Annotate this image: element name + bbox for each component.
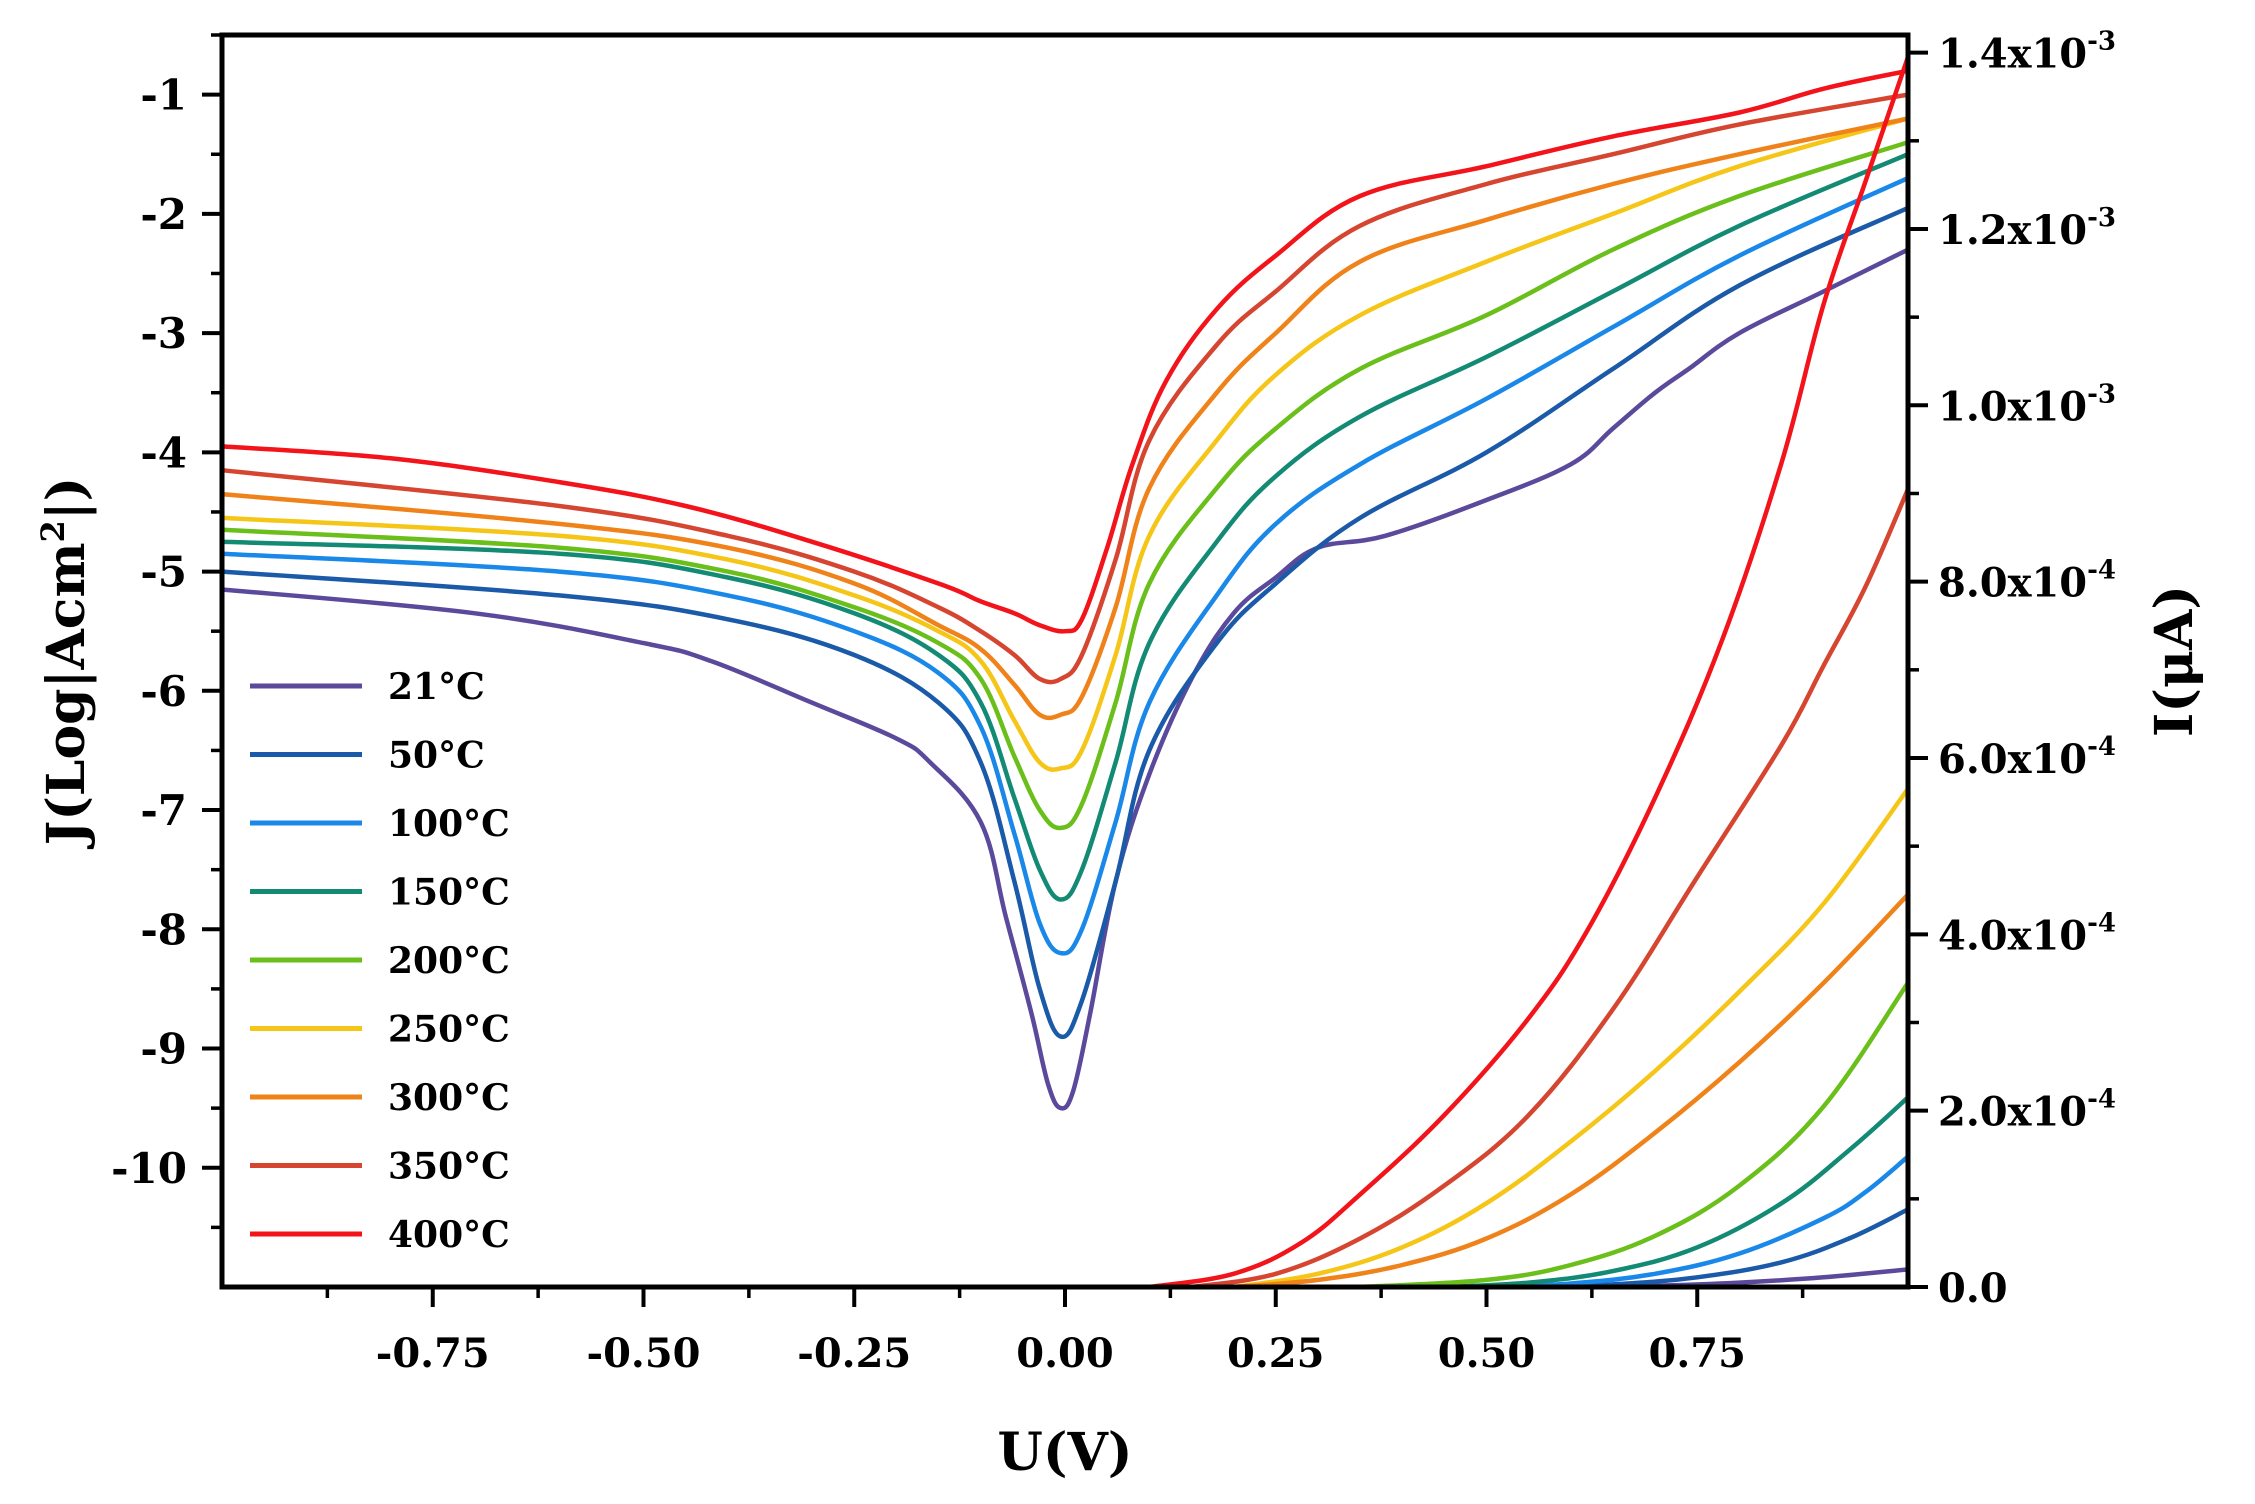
y2-tick-label: 0.0 [1938,1265,2008,1312]
legend-label: 50°C [388,735,485,777]
y-tick-label: -7 [140,786,187,835]
x-tick-label: 0.00 [1016,1330,1113,1377]
log-line-21c [219,247,1911,1111]
legend-label: 350°C [388,1146,510,1188]
legend-label: 21°C [388,666,485,708]
x-tick-label: 0.75 [1649,1330,1746,1377]
y-tick-label: -6 [140,667,187,716]
y2-tick-label-base: 2.0x10 [1938,1089,2087,1136]
labels-layer: -0.75 -0.50 -0.25 0.00 0.25 0.50 0.75 -1 -2 -3 -4 -… [111,27,2116,1377]
y2-tick-label-exp: -3 [2087,379,2116,409]
legend-label: 250°C [388,1009,510,1051]
log-line-350c [219,92,1911,685]
iv-line-300c [1231,892,1911,1290]
y-tick-label: -5 [140,548,187,597]
log-line-200c [219,140,1911,831]
y2-tick-label: 2.0x10-4 [1938,1085,2116,1136]
y2-tick-label-exp: -4 [2087,1085,2116,1115]
y-tick-label: -10 [111,1144,187,1193]
iv-line-350c [1189,486,1911,1290]
y-tick-label: -1 [140,71,187,120]
iv-line-200c [1357,980,1911,1290]
iv-line-100c [1484,1154,1911,1290]
y2-tick-label: 1.2x10-3 [1938,203,2116,254]
y-tick-label: -4 [140,428,187,477]
y2-tick-label: 6.0x10-4 [1938,732,2116,783]
y-tick-label: -3 [140,309,187,358]
y-axis-title-sup: 2 [34,520,72,542]
x-tick-label: -0.75 [376,1330,490,1377]
y2-tick-label-exp: -3 [2087,203,2116,233]
y-tick-label: -2 [140,190,187,239]
iv-line-150c [1442,1095,1911,1290]
x-tick-label: -0.25 [797,1330,911,1377]
y2-tick-label-exp: -3 [2087,27,2116,57]
y2-axis-title: I(μA) [2144,585,2205,737]
legend-label: 200°C [388,940,510,982]
log-line-100c [219,175,1911,956]
log-line-400c [219,68,1911,634]
y2-tick-label-exp: -4 [2087,732,2116,762]
y2-tick-label: 1.0x10-3 [1938,379,2116,430]
y2-tick-label: 8.0x10-4 [1938,556,2116,607]
log-line-50c [219,205,1911,1040]
legend-label: 150°C [388,872,510,914]
y2-tick-label-base: 1.0x10 [1938,383,2087,430]
y-axis-title-main: J(Log|Acm [36,543,97,850]
log-line-150c [219,151,1911,902]
legend-label: 400°C [388,1214,510,1256]
y2-tick-label-base: 4.0x10 [1938,912,2087,959]
log-line-250c [219,116,1911,772]
y-axis-title-end: |) [36,477,97,521]
x-tick-label: 0.25 [1227,1330,1324,1377]
y2-tick-label-base: 1.4x10 [1938,31,2087,78]
x-axis-title: U(V) [998,1422,1133,1483]
log-line-300c [219,116,1911,721]
y-tick-label: -9 [140,1025,187,1074]
iv-line-400c [1147,54,1911,1290]
iv-line-250c [1231,786,1911,1290]
x-tick-label: 0.50 [1438,1330,1535,1377]
legend-label: 100°C [388,803,510,845]
y-axis-title: J(Log|Acm2|) [34,477,97,850]
legend: 21°C 50°C 100°C 150°C 200°C 250°C 300°C 350°C 40… [250,666,510,1256]
y2-tick-label-exp: -4 [2087,908,2116,938]
x-tick-label: -0.50 [586,1330,700,1377]
y2-tick-label-exp: -4 [2087,556,2116,586]
ticks-layer [202,33,1928,1307]
legend-label: 300°C [388,1077,510,1119]
y2-tick-label: 4.0x10-4 [1938,908,2116,959]
y-tick-label: -8 [140,905,187,954]
y2-tick-label-base: 6.0x10 [1938,736,2087,783]
y2-tick-label: 1.4x10-3 [1938,27,2116,78]
y2-tick-label-base: 8.0x10 [1938,560,2087,607]
y2-tick-label-base: 0.0 [1938,1265,2008,1312]
y2-tick-label-base: 1.2x10 [1938,207,2087,254]
